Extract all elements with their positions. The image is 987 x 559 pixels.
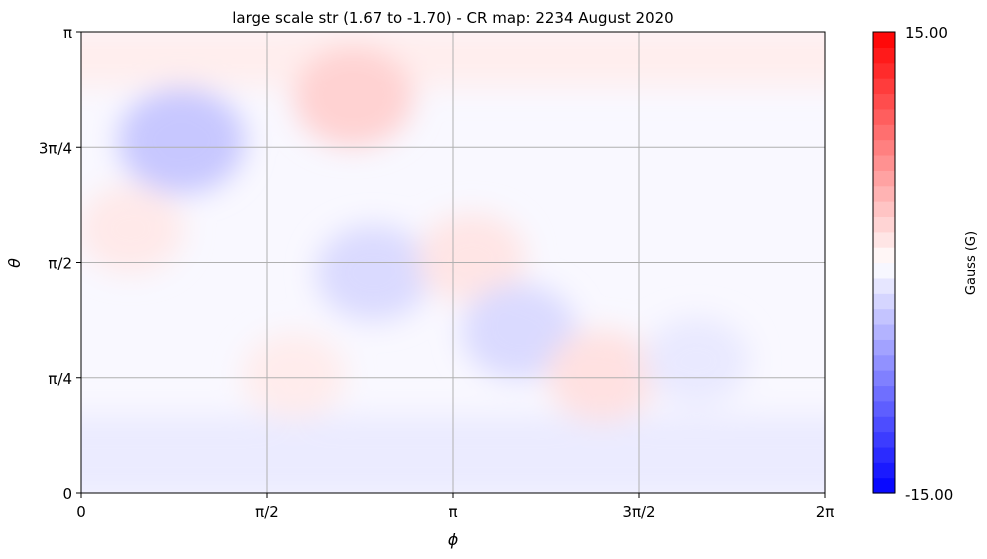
x-axis-ticks: 0 π/2 π 3π/2 2π xyxy=(76,493,834,521)
colorbar-level-7 xyxy=(873,370,895,387)
x-tick-label-0: 0 xyxy=(76,503,86,521)
colorbar-level-9 xyxy=(873,339,895,356)
colorbar-level-2 xyxy=(873,446,895,463)
colorbar-level-26 xyxy=(873,78,895,95)
field-blob-7 xyxy=(461,283,577,380)
colorbar-level-23 xyxy=(873,124,895,141)
colorbar-level-13 xyxy=(873,277,895,294)
colorbar-level-0 xyxy=(873,477,895,494)
colorbar-level-4 xyxy=(873,416,895,433)
y-tick-label-0: 0 xyxy=(62,485,72,503)
x-tick-label-2: π xyxy=(448,503,457,521)
grid-lines xyxy=(81,32,825,493)
colorbar-level-18 xyxy=(873,201,895,217)
x-tick-label-4: 2π xyxy=(816,503,835,521)
field-blob-3 xyxy=(81,184,184,273)
field-blob-2 xyxy=(118,87,246,194)
colorbar-level-10 xyxy=(873,323,895,340)
colorbar-level-11 xyxy=(873,308,895,325)
colorbar-level-19 xyxy=(873,185,895,202)
y-axis-ticks: 0 π/4 π/2 3π/4 π xyxy=(39,24,81,503)
colorbar-level-12 xyxy=(873,293,895,310)
y-tick-label-4: π xyxy=(63,24,72,42)
colorbar-level-28 xyxy=(873,47,895,64)
colorbar-level-8 xyxy=(873,354,895,371)
colorbar-label: Gauss (G) xyxy=(964,231,979,295)
field-blob-8 xyxy=(546,329,658,422)
colorbar-level-15 xyxy=(873,247,895,264)
colorbar-level-3 xyxy=(873,431,895,448)
y-tick-label-2: π/2 xyxy=(48,255,72,273)
y-tick-label-3: 3π/4 xyxy=(39,139,72,157)
colorbar-min-label: -15.00 xyxy=(905,486,953,504)
chart-title: large scale str (1.67 to -1.70) - CR map… xyxy=(232,9,673,27)
colorbar-level-22 xyxy=(873,139,895,156)
colorbar-level-14 xyxy=(873,262,895,279)
colorbar-level-16 xyxy=(873,231,895,248)
x-axis-label: ϕ xyxy=(448,530,459,549)
y-axis-label: θ xyxy=(5,258,24,268)
colorbar-level-27 xyxy=(873,62,895,79)
field-blob-6 xyxy=(417,213,526,304)
colorbar-level-24 xyxy=(873,108,895,125)
colorbar-level-25 xyxy=(873,93,895,110)
colorbar-max-label: 15.00 xyxy=(905,24,948,42)
field-blob-9 xyxy=(242,332,346,419)
field-map xyxy=(81,32,825,493)
colorbar-level-5 xyxy=(873,400,895,417)
colorbar-level-20 xyxy=(873,170,895,187)
y-tick-label-1: π/4 xyxy=(48,370,72,388)
colorbar-level-17 xyxy=(873,216,895,233)
field-blob-4 xyxy=(293,46,414,147)
colorbar-level-21 xyxy=(873,154,895,171)
colorbar-level-6 xyxy=(873,385,895,402)
x-tick-label-1: π/2 xyxy=(255,503,279,521)
colorbar-level-29 xyxy=(873,32,895,48)
field-blob-5 xyxy=(315,224,432,321)
field-blob-10 xyxy=(643,316,750,405)
x-tick-label-3: 3π/2 xyxy=(622,503,655,521)
colorbar-level-1 xyxy=(873,462,895,479)
colorbar xyxy=(873,32,895,494)
colorbar-frame xyxy=(872,31,896,494)
